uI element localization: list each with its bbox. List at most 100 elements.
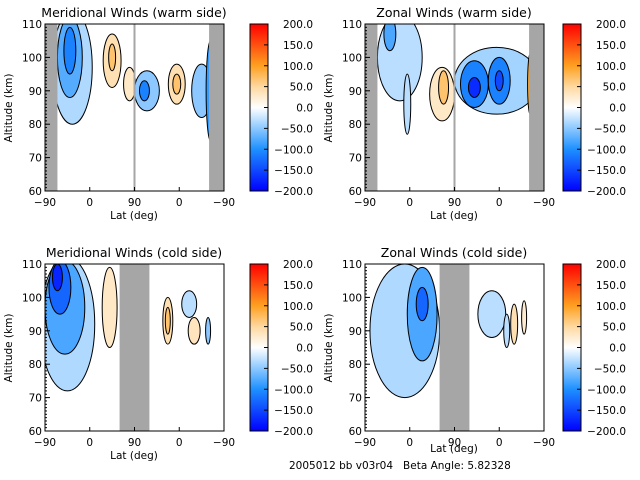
y-tick-label: 100 — [22, 52, 42, 64]
contour-region — [108, 43, 117, 72]
colorbar-tick-label: −200.0 — [274, 186, 313, 198]
x-tick-label: −90 — [533, 437, 555, 449]
x-tick-label: −90 — [354, 437, 376, 449]
colorbar-tick-label: 50.0 — [603, 322, 626, 334]
contour-region — [415, 286, 429, 322]
chart-title: Meridional Winds (warm side) — [41, 5, 226, 20]
colorbar-tick-label: 0.0 — [609, 103, 626, 115]
colorbar-tick-label: 100.0 — [283, 301, 313, 313]
contour-region — [521, 300, 528, 335]
y-tick-label: 60 — [29, 426, 42, 438]
x-tick-label: −90 — [213, 197, 235, 209]
x-tick-label: 0 — [176, 437, 183, 449]
y-tick-label: 80 — [349, 119, 362, 131]
colorbar-tick-label: −50.0 — [281, 123, 313, 135]
chart-title: Zonal Winds (cold side) — [381, 245, 527, 260]
contour-region — [101, 266, 118, 349]
colorbar-tick-label: −200.0 — [587, 426, 626, 438]
y-tick-label: 70 — [349, 153, 362, 165]
colorbar-tick-label: 50.0 — [603, 82, 626, 94]
contour-region — [63, 26, 77, 75]
contour-region — [403, 73, 412, 135]
contour-region — [172, 73, 182, 95]
y-axis-label: Altitude (km) — [3, 74, 15, 143]
y-tick-label: 70 — [29, 393, 42, 405]
y-tick-label: 100 — [22, 292, 42, 304]
masked-region — [439, 264, 470, 431]
x-axis-label: Lat (deg) — [430, 443, 478, 455]
colorbar-tick-label: 100.0 — [283, 61, 313, 73]
contour-region — [187, 316, 201, 345]
footer-info: 2005012 bb v03r04 Beta Angle: 5.82328 — [289, 460, 511, 472]
masked-region — [45, 24, 58, 191]
colorbar-tick-label: 200.0 — [596, 259, 626, 271]
x-tick-label: 0 — [496, 197, 503, 209]
y-tick-label: 90 — [349, 86, 362, 98]
contour-plot — [365, 24, 544, 191]
colorbar-tick-label: 100.0 — [596, 301, 626, 313]
colorbar-tick-label: 100.0 — [596, 61, 626, 73]
x-tick-label: 0 — [406, 197, 413, 209]
colorbar: 200.0 150.0 100.0 50.0 0.0 −50.0 −100.0 −150.0 −… — [249, 259, 313, 438]
x-axis-label: Lat (deg) — [430, 210, 478, 222]
y-tick-label: 90 — [29, 86, 42, 98]
contour-region — [494, 70, 504, 92]
panel-meridional-warm: Meridional Winds (warm side) −90 0 90 0 −906… — [3, 5, 313, 222]
panel-zonal-warm: Zonal Winds (warm side) −90 0 90 0 −90607080… — [323, 5, 626, 222]
y-tick-label: 60 — [349, 186, 362, 198]
x-tick-label: −90 — [213, 437, 235, 449]
colorbar-tick-label: −100.0 — [274, 144, 313, 156]
panel-meridional-cold: Meridional Winds (cold side) −90 0 90 0 −906… — [3, 245, 313, 462]
colorbar-tick-label: −50.0 — [594, 363, 626, 375]
contour-plot — [45, 264, 212, 431]
colorbar-tick-label: −200.0 — [587, 186, 626, 198]
y-tick-label: 100 — [342, 52, 362, 64]
x-tick-label: 0 — [496, 437, 503, 449]
colorbar-tick-label: −150.0 — [274, 405, 313, 417]
y-tick-label: 60 — [349, 426, 362, 438]
x-axis-label: Lat (deg) — [110, 210, 158, 222]
chart-title: Meridional Winds (cold side) — [46, 245, 222, 260]
contour-plot — [369, 264, 528, 431]
y-tick-label: 80 — [349, 359, 362, 371]
y-tick-label: 90 — [29, 326, 42, 338]
colorbar-tick-label: −200.0 — [274, 426, 313, 438]
x-tick-label: −90 — [34, 437, 56, 449]
contour-region — [205, 316, 212, 345]
x-tick-label: −90 — [34, 197, 56, 209]
colorbar-tick-label: −100.0 — [587, 384, 626, 396]
masked-region — [365, 24, 378, 191]
colorbar-tick-label: 150.0 — [596, 280, 626, 292]
y-axis-label: Altitude (km) — [323, 314, 335, 383]
x-tick-label: 90 — [448, 197, 461, 209]
colorbar: 200.0 150.0 100.0 50.0 0.0 −50.0 −100.0 −150.0 −… — [562, 259, 626, 438]
x-tick-label: −90 — [533, 197, 555, 209]
contour-region — [510, 303, 519, 345]
colorbar-tick-label: 0.0 — [296, 103, 313, 115]
colorbar-tick-label: −100.0 — [274, 384, 313, 396]
x-tick-label: 0 — [86, 197, 93, 209]
colorbar-tick-label: 150.0 — [283, 40, 313, 52]
colorbar: 200.0 150.0 100.0 50.0 0.0 −50.0 −100.0 −150.0 −… — [562, 19, 626, 198]
masked-region — [209, 24, 224, 191]
y-tick-label: 90 — [349, 326, 362, 338]
y-tick-label: 110 — [342, 19, 362, 31]
colorbar-tick-label: 150.0 — [283, 280, 313, 292]
y-tick-label: 80 — [29, 119, 42, 131]
contour-region — [477, 290, 507, 338]
y-tick-label: 70 — [349, 393, 362, 405]
y-tick-label: 70 — [29, 153, 42, 165]
x-tick-label: 0 — [406, 437, 413, 449]
x-tick-label: −90 — [354, 197, 376, 209]
colorbar-tick-label: 0.0 — [609, 343, 626, 355]
colorbar-tick-label: −100.0 — [587, 144, 626, 156]
colorbar-tick-label: 50.0 — [290, 322, 313, 334]
y-axis-label: Altitude (km) — [323, 74, 335, 143]
colorbar-tick-label: 200.0 — [596, 19, 626, 31]
contour-region — [383, 24, 397, 52]
y-tick-label: 100 — [342, 292, 362, 304]
x-tick-label: 90 — [448, 437, 461, 449]
